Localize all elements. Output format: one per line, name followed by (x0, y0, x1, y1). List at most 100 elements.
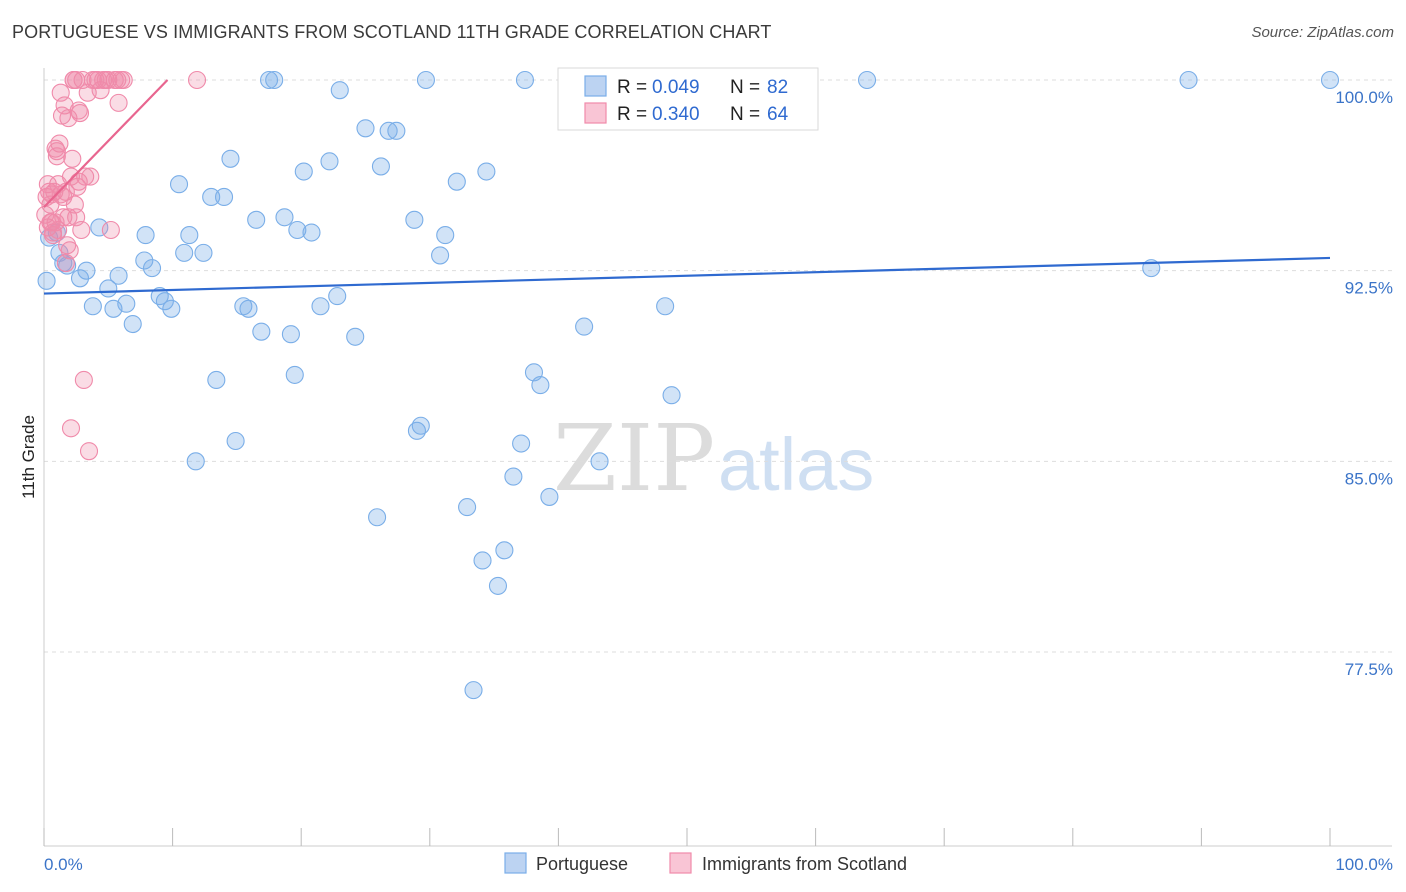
portuguese-point (294, 162, 313, 181)
portuguese-point (288, 220, 307, 240)
scotland-point (61, 419, 81, 438)
portuguese-point (136, 226, 155, 245)
portuguese-point (1320, 70, 1340, 90)
x-tick-label-min: 0.0% (44, 855, 83, 874)
scotland-point (69, 101, 88, 120)
scotland-trend-line (43, 79, 169, 208)
portuguese-point (214, 187, 234, 206)
portuguese-point (431, 246, 450, 265)
legend-n-label-1: N = (730, 77, 760, 98)
portuguese-point (368, 508, 387, 527)
portuguese-point (540, 487, 559, 506)
portuguese-point (123, 315, 142, 334)
series-legend: Portuguese Immigrants from Scotland (504, 852, 907, 874)
portuguese-point (575, 317, 594, 336)
scotland-point (49, 220, 68, 240)
portuguese-point (1179, 70, 1198, 90)
portuguese-point (662, 386, 681, 405)
legend-swatch-scotland (584, 102, 607, 124)
scotland-point (187, 70, 207, 90)
portuguese-point (436, 226, 455, 245)
portuguese-point (590, 452, 609, 471)
x-tick-label-max: 100.0% (1335, 855, 1393, 874)
bottom-legend-label-scotland: Immigrants from Scotland (702, 854, 907, 874)
portuguese-point (207, 370, 226, 390)
legend-n-value-1: 82 (767, 77, 788, 98)
portuguese-point (302, 223, 321, 242)
x-ticks (43, 828, 1331, 846)
portuguese-point (194, 243, 213, 262)
portuguese-point (202, 187, 221, 206)
bottom-legend-swatch-portuguese (504, 852, 527, 874)
y-tick-labels: 100.0% 92.5% 85.0% 77.5% (1335, 88, 1393, 679)
portuguese-point (458, 498, 477, 517)
trend-lines (43, 79, 1331, 295)
scotland-point (43, 226, 63, 245)
legend-r-label-1: R = (617, 77, 647, 98)
scotland-point (38, 175, 57, 194)
portuguese-point (259, 70, 279, 90)
legend-n-label-2: N = (730, 104, 760, 125)
portuguese-point (37, 271, 56, 290)
portuguese-point (488, 576, 508, 595)
legend-n-value-2: 64 (767, 104, 789, 125)
scotland-point (108, 70, 127, 90)
portuguese-point (186, 452, 205, 471)
portuguese-point (328, 287, 347, 306)
scotland-point (56, 253, 75, 273)
scotland-point (59, 109, 78, 128)
portuguese-point (155, 292, 174, 311)
portuguese-point (477, 162, 496, 181)
portuguese-point (515, 70, 535, 90)
portuguese-point (379, 121, 398, 140)
portuguese-point (150, 287, 169, 306)
portuguese-point (356, 119, 375, 138)
portuguese-point (109, 266, 128, 285)
portuguese-point (464, 681, 483, 700)
portuguese-point (265, 70, 284, 90)
scotland-point (63, 149, 82, 168)
portuguese-point (473, 551, 492, 570)
chart-title: PORTUGUESE VS IMMIGRANTS FROM SCOTLAND 1… (12, 22, 772, 42)
portuguese-point (135, 251, 154, 270)
scotland-point (83, 70, 102, 90)
legend-swatch-portuguese (584, 75, 607, 97)
scotland-point (101, 220, 120, 240)
portuguese-point (275, 208, 294, 227)
y-tick-label-3: 77.5% (1345, 660, 1393, 679)
legend-r-value-2: 0.340 (652, 104, 700, 125)
scotland-point (79, 442, 99, 461)
portuguese-point (221, 149, 240, 168)
scotland-point (81, 167, 100, 186)
portuguese-point (495, 541, 514, 560)
bottom-legend-swatch-scotland (669, 852, 692, 874)
portuguese-point (447, 172, 466, 191)
portuguese-point (234, 297, 253, 316)
scotland-point (74, 370, 93, 390)
portuguese-point (346, 327, 365, 346)
scotland-point (94, 70, 113, 90)
portuguese-point (857, 70, 877, 90)
portuguese-point (247, 210, 266, 229)
series-portuguese-points (37, 70, 1340, 700)
portuguese-point (281, 325, 300, 344)
portuguese-point (142, 259, 162, 278)
watermark-zip: ZIP (553, 405, 715, 512)
scotland-point (59, 208, 78, 227)
bottom-legend-label-portuguese: Portuguese (536, 854, 628, 874)
portuguese-point (512, 434, 531, 453)
portuguese-point (416, 70, 435, 90)
y-axis-label: 11th Grade (19, 415, 38, 499)
scotland-point (42, 185, 61, 204)
scotland-point (109, 93, 128, 112)
portuguese-point (320, 152, 339, 171)
scotland-point (72, 220, 91, 240)
y-tick-label-1: 92.5% (1345, 279, 1393, 298)
portuguese-point (90, 218, 109, 237)
portuguese-point (239, 299, 258, 318)
scotland-point (58, 236, 77, 255)
legend-r-value-1: 0.049 (652, 77, 700, 98)
portuguese-point (411, 416, 430, 435)
scotland-point (76, 167, 95, 186)
